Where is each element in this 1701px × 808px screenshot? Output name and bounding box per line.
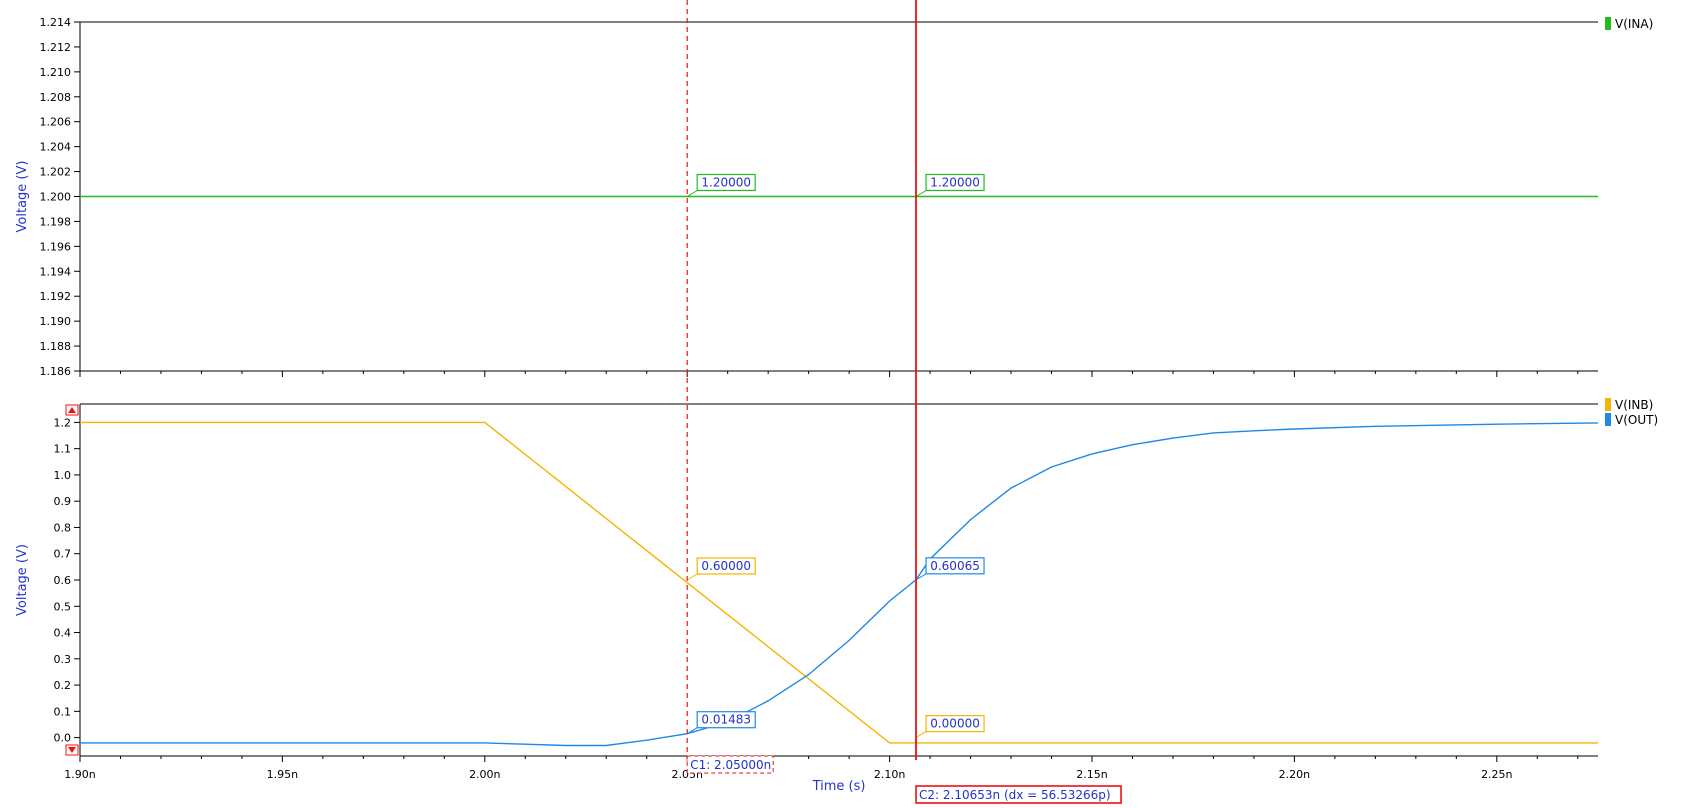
- annotation-value: 0.00000: [930, 717, 980, 731]
- y-tick-label: 1.210: [40, 66, 72, 79]
- annotation-leader: [915, 731, 927, 739]
- annotation-value: 1.20000: [930, 176, 980, 190]
- x-tick-label: 1.90n: [64, 768, 95, 781]
- y-tick-label: 0.4: [54, 627, 72, 640]
- y-tick-label: 1.192: [40, 290, 72, 303]
- legend-swatch: [1605, 398, 1611, 411]
- scroll-up-button[interactable]: [65, 404, 79, 416]
- annotation-box: [925, 173, 985, 192]
- scroll-down-button[interactable]: [65, 744, 79, 756]
- annotation-box: [696, 557, 756, 575]
- annotation-leader: [686, 190, 698, 197]
- x-tick-label: 2.10n: [874, 768, 905, 781]
- series-line-vinb: [80, 421, 1598, 744]
- x-axis-label: Time (s): [812, 779, 866, 794]
- y-tick-label: 1.194: [40, 265, 72, 278]
- x-tick-label: 1.95n: [267, 768, 298, 781]
- y-tick-label: 1.208: [40, 91, 72, 104]
- y-tick-label: 0.3: [54, 653, 72, 666]
- y-tick-label: 1.188: [40, 340, 72, 353]
- annotation-box: [696, 711, 756, 729]
- x-tick-label: 2.15n: [1076, 768, 1107, 781]
- annotation-leader: [686, 727, 698, 735]
- series-line-vout: [80, 422, 1599, 747]
- annotation-leader: [686, 573, 698, 581]
- legend-swatch: [1605, 413, 1611, 426]
- y-tick-label: 0.2: [54, 679, 72, 692]
- cursor-layer: C1: 2.05000n C2: 2.10653n (dx = 56.53266p…: [686, 0, 1122, 804]
- annotation-box: [696, 173, 756, 192]
- y-tick-label: 1.214: [40, 16, 72, 29]
- x-tick-label: 2.25n: [1481, 768, 1512, 781]
- y-axis-label: Voltage (V): [15, 161, 30, 233]
- cursor-label-box-c1[interactable]: [686, 755, 774, 774]
- cursor-label-box-c2[interactable]: [915, 785, 1122, 804]
- legend: V(INA) V(INB)V(OUT): [1605, 17, 1658, 427]
- y-tick-label: 1.186: [40, 365, 72, 378]
- y-tick-label: 0.9: [54, 495, 72, 508]
- y-tick-label: 0.1: [54, 705, 72, 718]
- y-tick-label: 0.7: [54, 548, 72, 561]
- x-tick-label: 2.00n: [469, 768, 500, 781]
- annotation-value: 0.60000: [701, 559, 751, 573]
- legend-swatch: [1605, 17, 1611, 30]
- triangle-up-icon[interactable]: [68, 407, 76, 413]
- y-tick-label: 1.0: [54, 469, 72, 482]
- y-tick-label: 1.2: [54, 416, 72, 429]
- annotation-value: 0.01483: [701, 713, 751, 727]
- y-tick-label: 0.0: [54, 732, 72, 745]
- top-panel: 1.186 1.188 1.190 1.192 1.194 1.196 1.198 1.200…: [15, 16, 1598, 378]
- cursor-label-c1[interactable]: C1: 2.05000n: [690, 758, 771, 772]
- y-tick-label: 0.6: [54, 574, 72, 587]
- y-tick-label: 0.8: [54, 521, 72, 534]
- legend-label[interactable]: V(INB): [1615, 398, 1653, 412]
- y-axis-label: Voltage (V): [15, 544, 30, 616]
- y-tick-label: 1.198: [40, 215, 72, 228]
- triangle-down-icon[interactable]: [68, 747, 76, 753]
- annotation-box: [925, 715, 985, 733]
- y-tick-label: 1.212: [40, 41, 72, 54]
- annotation-value: 0.60065: [930, 559, 980, 573]
- y-tick-label: 1.206: [40, 116, 72, 129]
- y-tick-label: 1.1: [54, 443, 72, 456]
- y-tick-label: 1.190: [40, 315, 72, 328]
- annotation-leader: [915, 573, 927, 581]
- y-tick-label: 1.196: [40, 240, 72, 253]
- y-tick-label: 0.5: [54, 600, 72, 613]
- x-tick-label: 2.20n: [1279, 768, 1310, 781]
- legend-label[interactable]: V(OUT): [1615, 413, 1658, 427]
- annotation-value: 1.20000: [701, 176, 751, 190]
- bottom-panel: 0.0 0.1 0.2 0.3 0.4 0.5 0.6 0.7 0.8 0.9 1.0 1.1 1.2 V…: [15, 403, 1599, 794]
- annotation-leader: [915, 190, 927, 197]
- annotation-box: [925, 557, 985, 575]
- legend-label[interactable]: V(INA): [1615, 17, 1653, 31]
- y-tick-label: 1.202: [40, 166, 72, 179]
- y-tick-label: 1.204: [40, 141, 72, 154]
- cursor-label-c2[interactable]: C2: 2.10653n (dx = 56.53266p): [919, 788, 1111, 802]
- y-tick-label: 1.200: [40, 191, 72, 204]
